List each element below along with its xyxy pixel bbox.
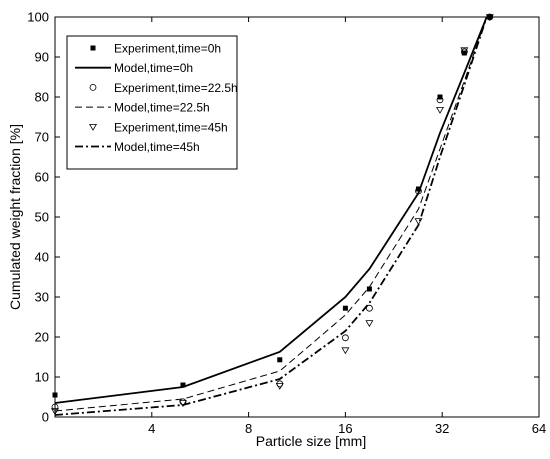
legend-entry: Model,time=22.5h [75, 101, 210, 115]
legend-entry: Experiment,time=0h [90, 42, 221, 56]
y-tick-label: 100 [27, 10, 49, 25]
series-3 [54, 16, 488, 412]
y-tick-label: 30 [35, 290, 49, 305]
data-point [414, 218, 423, 226]
data-point [51, 403, 59, 411]
data-point [341, 334, 349, 342]
x-tick-label: 16 [338, 421, 352, 436]
series-4 [51, 14, 494, 416]
legend-swatch [90, 45, 96, 51]
y-tick-label: 20 [35, 330, 49, 345]
legend-swatch [89, 84, 97, 91]
data-point [415, 186, 421, 192]
x-axis-label: Particle size [mm] [256, 433, 366, 449]
legend-swatch [89, 124, 97, 131]
data-point [436, 107, 444, 114]
legend-label: Model,time=0h [114, 61, 193, 75]
data-point [365, 304, 373, 312]
legend: Experiment,time=0h Model,time=0h Experimen… [66, 35, 238, 170]
x-tick-label: 8 [245, 421, 252, 436]
data-point [341, 347, 350, 355]
series-line [54, 16, 488, 412]
data-point [460, 48, 468, 56]
data-point [275, 382, 284, 390]
legend-label: Experiment,time=22.5h [114, 81, 238, 95]
data-point [51, 408, 59, 416]
series-layer [51, 13, 494, 416]
data-point [415, 187, 422, 195]
series-1 [54, 16, 488, 404]
y-tick-label: 80 [35, 90, 49, 105]
x-tick-label: 64 [532, 421, 546, 436]
legend-entry: Experiment,time=22.5h [89, 81, 238, 95]
y-tick-label: 40 [35, 250, 49, 265]
y-tick-label: 50 [35, 210, 49, 225]
data-point [180, 382, 186, 388]
y-tick-label: 70 [35, 130, 49, 145]
y-tick-label: 60 [35, 170, 49, 185]
legend-label: Experiment,time=0h [114, 42, 221, 56]
data-point [485, 14, 494, 22]
series-line [54, 16, 488, 404]
y-tick-label: 90 [35, 50, 49, 65]
data-point [342, 305, 348, 311]
legend-entry: Experiment,time=45h [89, 120, 228, 134]
data-point [436, 96, 444, 104]
data-point [52, 392, 58, 398]
data-point [178, 400, 187, 408]
data-point [277, 357, 283, 363]
legend-entry: Model,time=0h [75, 61, 193, 75]
x-tick-label: 32 [435, 421, 449, 436]
legend-label: Experiment,time=45h [114, 120, 228, 134]
data-point [366, 286, 372, 292]
legend-entry: Model,time=45h [75, 140, 200, 154]
data-point [487, 14, 493, 20]
legend-label: Model,time=45h [114, 140, 200, 154]
axis-layer: 0 10 20 30 40 50 60 70 80 90 100 4 8 16 32 64 [27, 10, 546, 437]
y-axis-label: Cumulated weight fraction [%] [7, 124, 23, 310]
data-point [365, 320, 374, 328]
series-line [54, 16, 488, 416]
y-tick-label: 10 [35, 370, 49, 385]
y-tick-label: 0 [42, 410, 49, 425]
data-point [460, 47, 469, 55]
x-tick-label: 4 [148, 421, 155, 436]
legend-label: Model,time=22.5h [114, 101, 210, 115]
series-5 [54, 16, 488, 416]
